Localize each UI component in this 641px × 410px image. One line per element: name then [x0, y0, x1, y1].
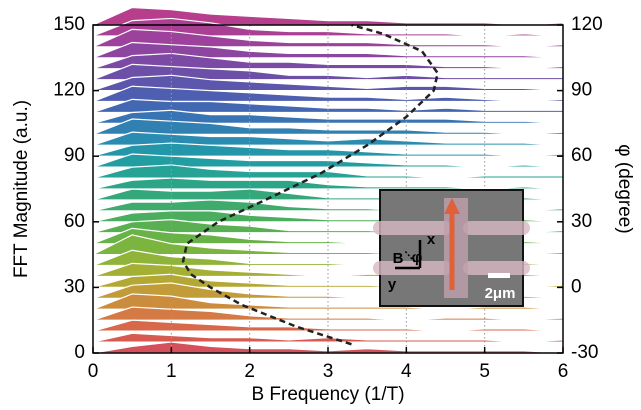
trace-area: [92, 41, 564, 59]
trace-area: [92, 293, 564, 310]
x-tick-label: 5: [479, 361, 490, 382]
inset-arrowhead: [444, 198, 460, 214]
trace-area: [92, 63, 564, 81]
trace-area: [92, 199, 564, 212]
y2-tick-label: 30: [571, 211, 592, 232]
inset-axis: [403, 249, 421, 269]
inset-label: B: [393, 250, 404, 267]
inset-scale-bar: [488, 273, 510, 278]
trace-area: [92, 74, 564, 92]
trace-area: [92, 273, 564, 289]
y-tick-label: 150: [53, 14, 85, 35]
trace-area: [92, 28, 564, 48]
y2-tick-label: 60: [571, 145, 592, 166]
inset-channel: [444, 198, 468, 298]
trace-area: [92, 52, 564, 70]
x-tick-label: 0: [88, 361, 99, 382]
inset-label: 2μm: [485, 285, 516, 302]
trace-area: [92, 234, 564, 256]
y2-tick-label: 0: [571, 276, 582, 297]
x-tick-label: 6: [558, 361, 569, 382]
y-tick-label: 120: [53, 80, 85, 101]
trace-area: [92, 341, 564, 354]
trace-area: [92, 98, 564, 114]
trace-area: [92, 118, 564, 135]
trace-area: [92, 85, 564, 103]
y-tick-label: 0: [74, 342, 85, 363]
y2-tick-label: -30: [571, 342, 598, 363]
x-tick-label: 3: [323, 361, 334, 382]
trace-area: [92, 164, 564, 179]
y-tick-label: 60: [64, 211, 85, 232]
trace-area: [92, 109, 564, 124]
inset-label: x: [427, 231, 436, 248]
trace-area: [92, 153, 564, 168]
x-tick-label: 1: [166, 361, 177, 382]
x-tick-label: 2: [244, 361, 255, 382]
trace-area: [92, 219, 564, 234]
x-axis-label: B Frequency (1/T): [251, 384, 404, 405]
y2-tick-label: 120: [571, 14, 603, 35]
trace-area: [92, 319, 564, 332]
y2-tick-label: 90: [571, 80, 592, 101]
x-tick-label: 4: [401, 361, 412, 382]
y-tick-label: 30: [64, 276, 85, 297]
inset-label: φ: [412, 249, 423, 266]
trace-area: [92, 17, 564, 37]
trace-area: [92, 6, 564, 26]
trace-area: [92, 177, 564, 190]
phi-curve: [181, 23, 440, 346]
inset-label: y: [388, 276, 397, 293]
y2-axis-label: φ (degree): [614, 144, 635, 233]
trace-area: [92, 306, 564, 321]
trace-area: [92, 131, 564, 146]
y-axis-label: FFT Magnitude (a.u.): [11, 100, 32, 278]
y-tick-label: 90: [64, 145, 85, 166]
